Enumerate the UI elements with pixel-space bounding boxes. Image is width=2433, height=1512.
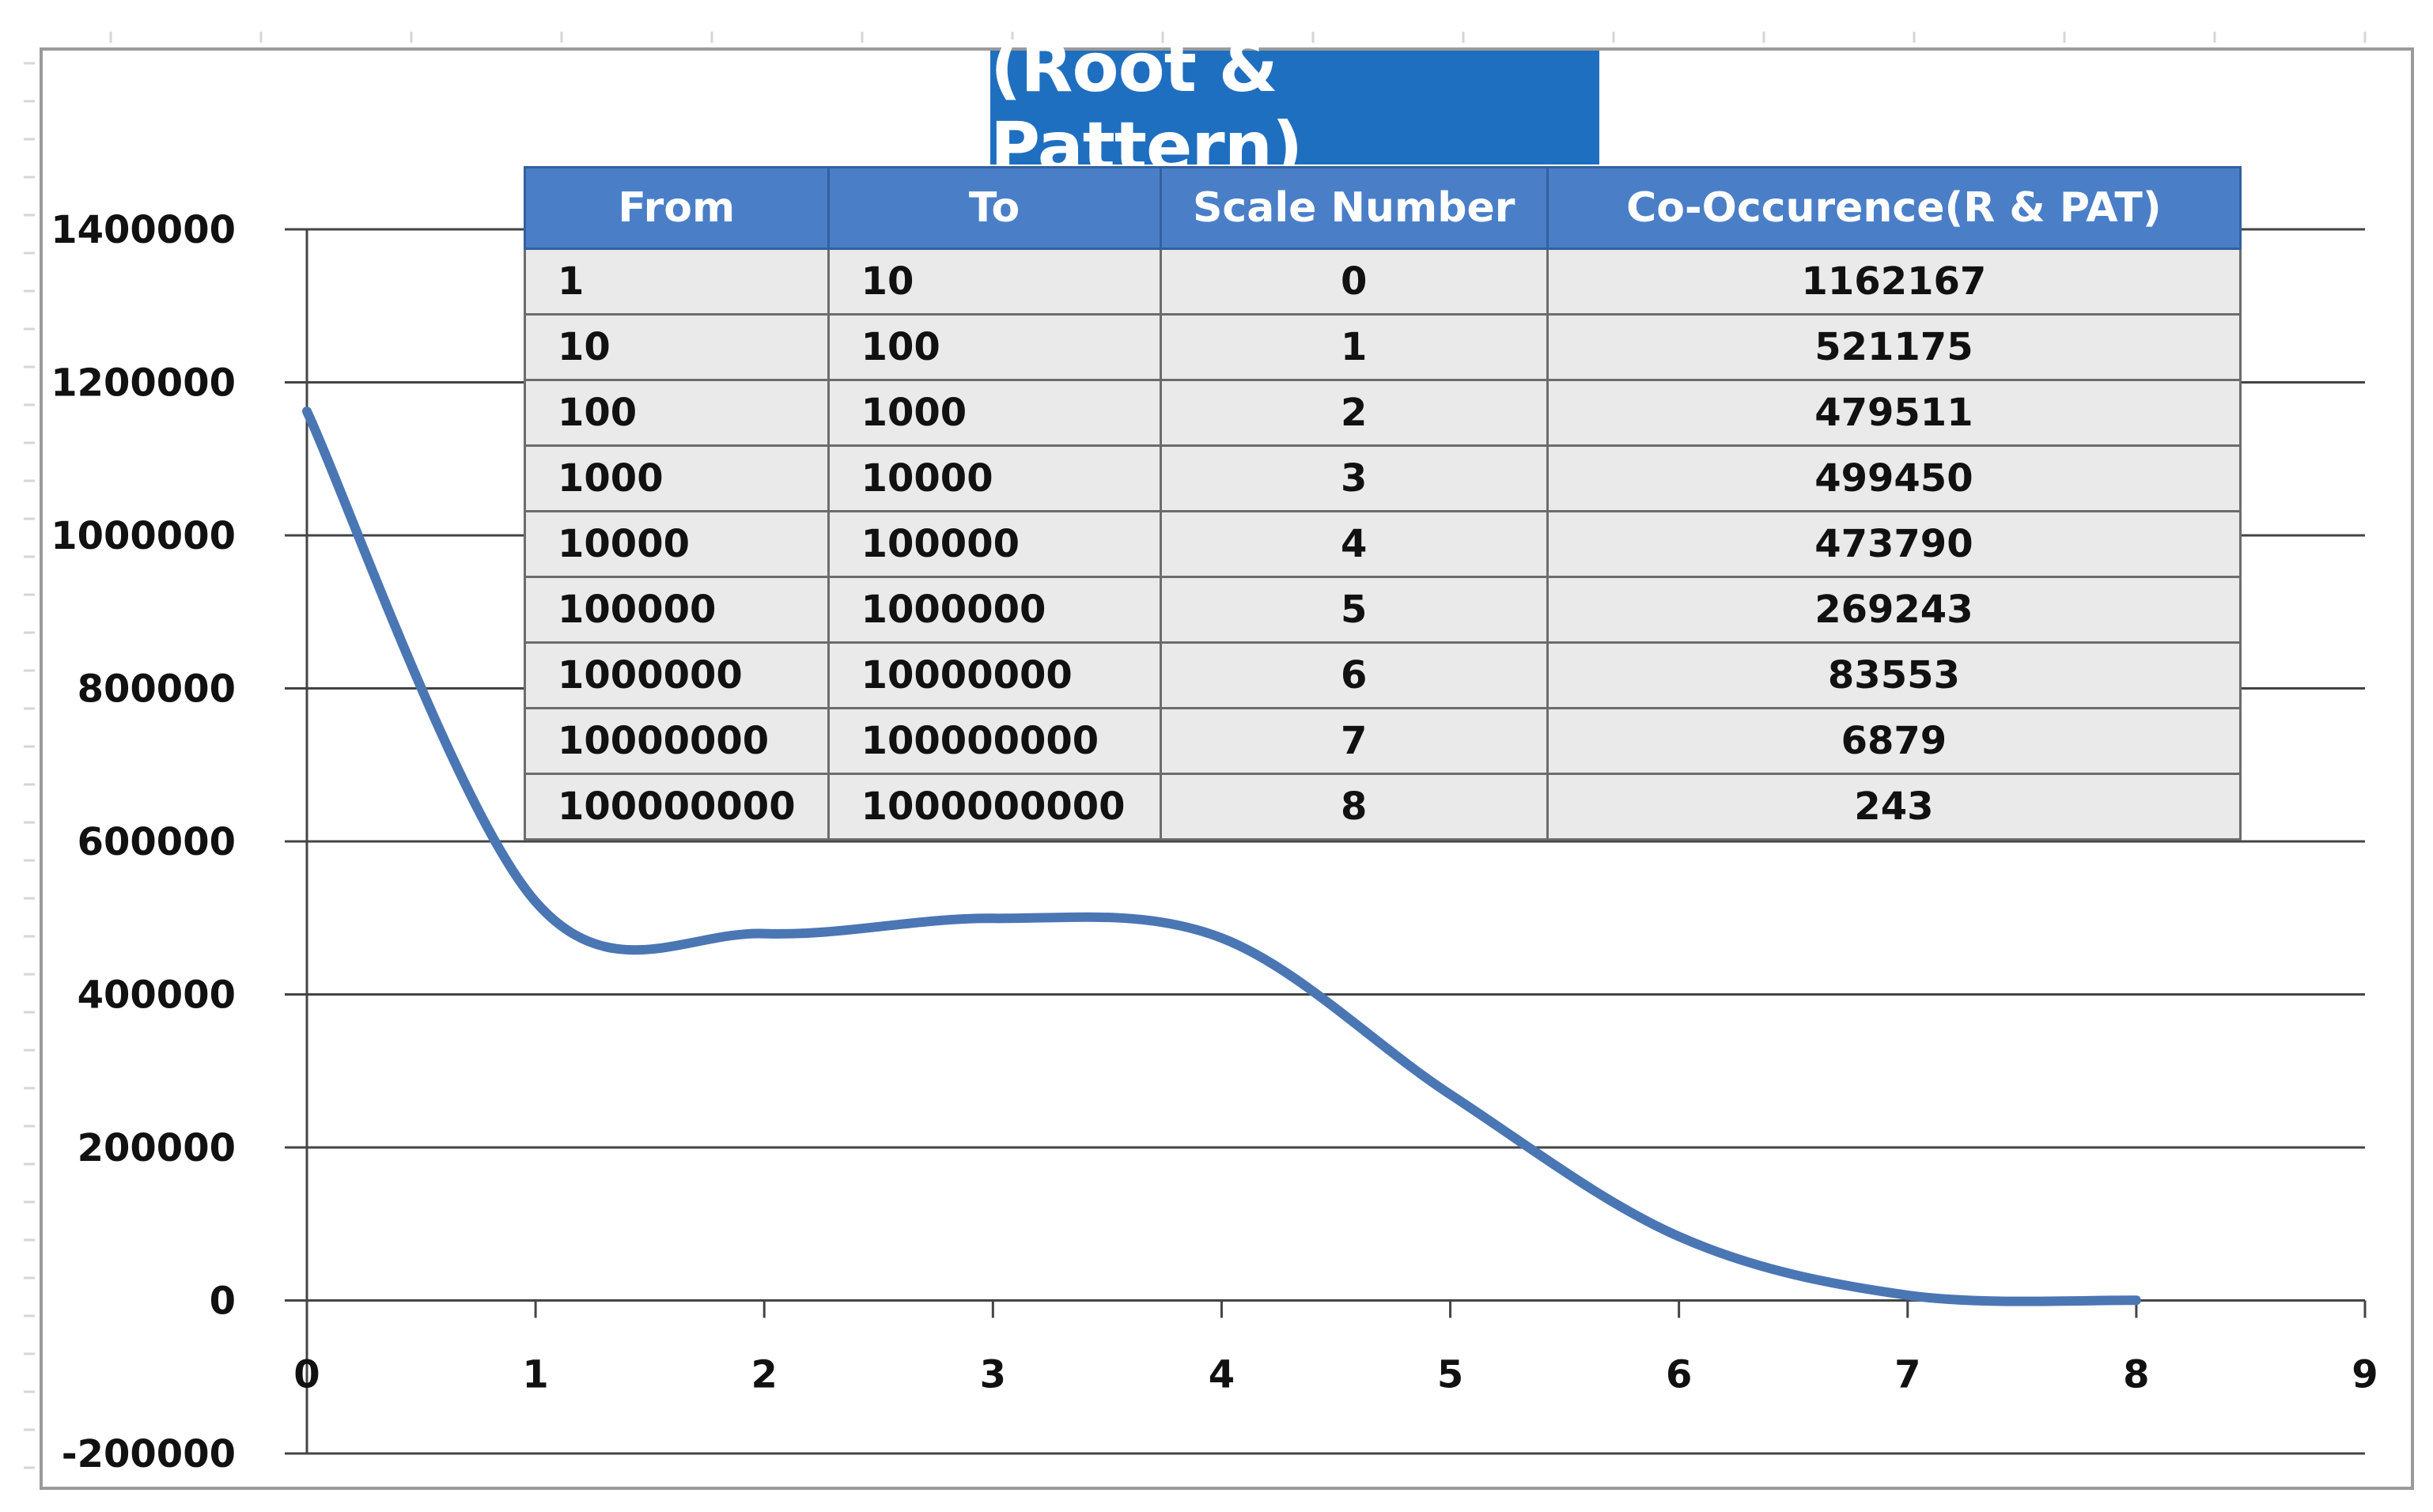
table-cell: 1000 — [524, 444, 830, 512]
chart-border — [40, 47, 2414, 1490]
table-column-header: To — [827, 166, 1162, 250]
y-tick-label: 1200000 — [51, 361, 236, 406]
table-row: 1000000 10000000 6 83553 — [524, 641, 2242, 709]
table-cell: 10000 — [524, 510, 830, 578]
table-row: 10 100 1 521175 — [524, 313, 2242, 381]
x-tick-labels: 0 1 2 3 4 5 6 7 8 9 — [293, 1353, 2378, 1397]
y-tick-label: 1400000 — [51, 208, 236, 252]
x-tick-label: 3 — [980, 1353, 1006, 1397]
table-column-header: Scale Number — [1159, 166, 1549, 250]
table-column-header: From — [524, 166, 830, 250]
y-tick-label: 400000 — [78, 973, 236, 1018]
table-cell: 4 — [1159, 510, 1549, 578]
table-cell: 1000000000 — [827, 773, 1162, 841]
background-ticks — [24, 32, 2367, 1469]
y-tick-labels: 1400000 1200000 1000000 800000 600000 400000 2… — [51, 208, 236, 1476]
series-line — [302, 406, 2141, 1306]
table-row: 1000 10000 3 499450 — [524, 444, 2242, 512]
table-header-row: From To Scale Number Co-Occurence(R & PAT) — [524, 166, 2242, 250]
table-cell: 8 — [1159, 773, 1549, 841]
x-tick-label: 0 — [293, 1353, 320, 1397]
x-tick-label: 6 — [1666, 1353, 1692, 1397]
table-row: 100000 1000000 5 269243 — [524, 576, 2242, 644]
table-cell: 10 — [524, 313, 830, 381]
table-cell: 10000000 — [827, 641, 1162, 709]
table-row: 100 1000 2 479511 — [524, 379, 2242, 447]
table-cell: 6 — [1159, 641, 1549, 709]
table-cell: 100000 — [827, 510, 1162, 578]
table-cell: 499450 — [1546, 444, 2242, 512]
x-tick-label: 8 — [2123, 1353, 2149, 1397]
table-cell: 269243 — [1546, 576, 2242, 644]
table-cell: 6879 — [1546, 707, 2242, 775]
table-cell: 1000000 — [524, 641, 830, 709]
y-tick-label: 1000000 — [51, 514, 236, 558]
table-cell: 100000 — [524, 576, 830, 644]
x-tick-label: 5 — [1437, 1353, 1463, 1397]
table-cell: 1162167 — [1546, 248, 2242, 316]
table-cell: 3 — [1159, 444, 1549, 512]
table-cell: 10 — [827, 248, 1162, 316]
x-tick-label: 7 — [1894, 1353, 1920, 1397]
table-cell: 10000 — [827, 444, 1162, 512]
table-cell: 100000000 — [827, 707, 1162, 775]
table-cell: 100 — [524, 379, 830, 447]
table-cell: 473790 — [1546, 510, 2242, 578]
table-cell: 100000000 — [524, 773, 830, 841]
table-cell: 1 — [1159, 313, 1549, 381]
y-tick-label: -200000 — [62, 1432, 236, 1476]
y-tick-label: 0 — [210, 1280, 236, 1324]
table-body: 1 10 0 1162167 10 100 1 521175 100 1000 2 479511 100… — [524, 248, 2242, 841]
x-tick-label: 1 — [522, 1353, 548, 1397]
table-cell: 521175 — [1546, 313, 2242, 381]
table-cell: 10000000 — [524, 707, 830, 775]
table-cell: 7 — [1159, 707, 1549, 775]
x-tick-label: 9 — [2352, 1353, 2378, 1397]
y-tick-label: 600000 — [78, 820, 236, 864]
table-row: 1 10 0 1162167 — [524, 248, 2242, 316]
data-table: From To Scale Number Co-Occurence(R & PAT) … — [524, 166, 2242, 841]
table-row: 10000000 100000000 7 6879 — [524, 707, 2242, 775]
table-cell: 243 — [1546, 773, 2242, 841]
table-cell: 1 — [524, 248, 830, 316]
table-cell: 1000000 — [827, 576, 1162, 644]
table-cell: 1000 — [827, 379, 1162, 447]
table-cell: 83553 — [1546, 641, 2242, 709]
x-tick-label: 4 — [1209, 1353, 1235, 1397]
y-tick-label: 800000 — [78, 667, 236, 712]
table-row: 100000000 1000000000 8 243 — [524, 773, 2242, 841]
table-column-header: Co-Occurence(R & PAT) — [1546, 166, 2242, 250]
table-cell: 5 — [1159, 576, 1549, 644]
table-cell: 100 — [827, 313, 1162, 381]
table-cell: 2 — [1159, 379, 1549, 447]
table-row: 10000 100000 4 473790 — [524, 510, 2242, 578]
chart-title: (Root & Pattern) — [990, 28, 1599, 187]
x-tick-label: 2 — [751, 1353, 778, 1397]
table-cell: 479511 — [1546, 379, 2242, 447]
y-tick-label: 200000 — [78, 1126, 236, 1170]
table-cell: 0 — [1159, 248, 1549, 316]
